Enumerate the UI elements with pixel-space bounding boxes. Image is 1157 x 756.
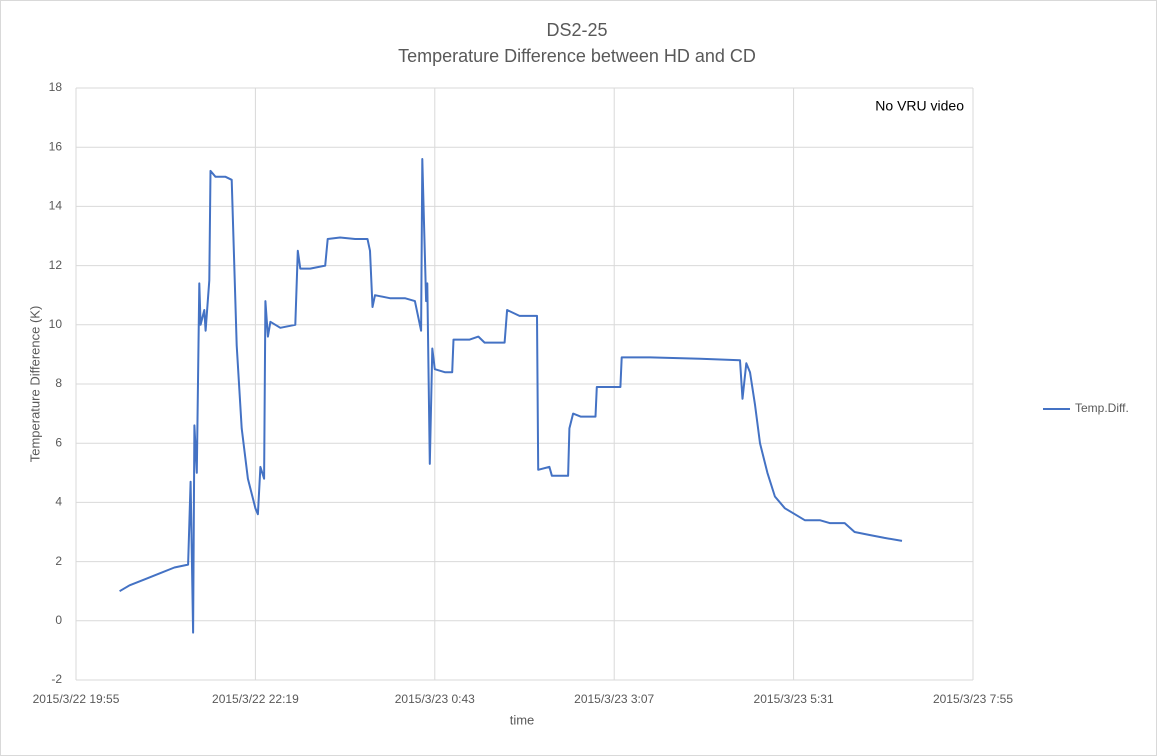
x-tick-label: 2015/3/22 19:55 [33,692,120,706]
x-tick-label: 2015/3/23 5:31 [754,692,834,706]
y-tick-label: 18 [49,80,63,94]
y-tick-label: 8 [55,376,62,390]
annotation: No VRU video [875,98,964,114]
y-tick-label: 10 [49,317,63,331]
x-tick-label: 2015/3/23 0:43 [395,692,475,706]
y-tick-label: 12 [49,258,63,272]
y-tick-label: 14 [49,199,63,213]
x-axis-label: time [510,712,535,727]
x-tick-label: 2015/3/22 22:19 [212,692,299,706]
y-tick-label: 2 [55,554,62,568]
y-tick-label: 0 [55,613,62,627]
y-axis-label: Temperature Difference (K) [27,306,42,463]
data-line [119,158,903,634]
chart-subtitle: Temperature Difference between HD and CD [398,46,756,66]
x-tick-label: 2015/3/23 7:55 [933,692,1013,706]
legend-label: Temp.Diff. [1075,401,1129,415]
x-tick-label: 2015/3/23 3:07 [574,692,654,706]
y-tick-label: 6 [55,435,62,449]
y-tick-label: 4 [55,495,62,509]
y-tick-label: -2 [51,672,62,686]
y-tick-label: 16 [49,139,63,153]
chart-title: DS2-25 [546,20,607,40]
